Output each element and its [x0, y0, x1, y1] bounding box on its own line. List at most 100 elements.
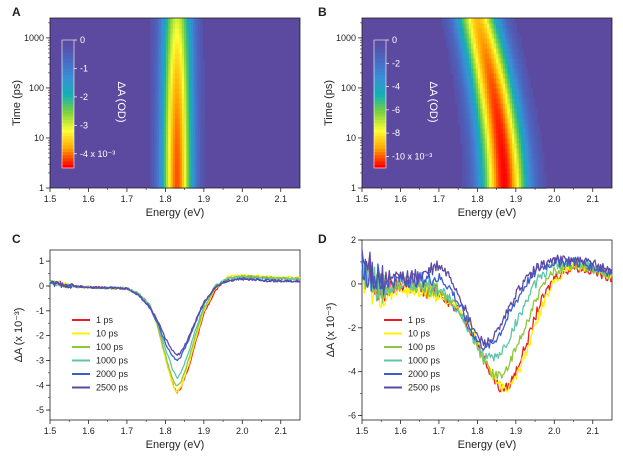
heatmap-cell: [475, 103, 479, 109]
heatmap-cell: [159, 83, 162, 89]
heatmap-cell: [466, 98, 470, 104]
heatmap-cell: [181, 123, 185, 129]
heatmap-cell: [539, 133, 543, 139]
heatmap-cell: [150, 78, 153, 84]
heatmap-cell: [177, 178, 181, 184]
colorbar-segment: [374, 75, 386, 79]
heatmap-cell: [172, 158, 176, 164]
heatmap-cell: [475, 33, 479, 39]
heatmap-cell: [154, 173, 158, 179]
heatmap-cell: [466, 88, 470, 94]
heatmap-cell: [523, 133, 527, 139]
heatmap-cell: [452, 78, 456, 84]
heatmap-cell: [509, 38, 513, 44]
heatmap-cell: [477, 88, 481, 94]
heatmap-cell: [496, 73, 499, 79]
heatmap-cell: [452, 58, 456, 64]
heatmap-cell: [480, 63, 484, 69]
heatmap-cell: [489, 93, 493, 99]
heatmap-cell: [175, 153, 178, 159]
heatmap-cell: [457, 43, 461, 49]
heatmap-cell: [498, 138, 502, 144]
heatmap-cell: [496, 148, 499, 154]
heatmap-cell: [197, 23, 201, 29]
heatmap-cell: [505, 33, 509, 39]
heatmap-cell: [181, 158, 185, 164]
heatmap-cell: [448, 43, 452, 49]
heatmap-cell: [154, 183, 158, 189]
heatmap-cell: [184, 33, 187, 39]
heatmap-cell: [482, 123, 486, 129]
heatmap-cell: [482, 148, 486, 154]
heatmap-cell: [491, 123, 495, 129]
y-tick-label: 0: [351, 279, 356, 289]
heatmap-cell: [498, 168, 502, 174]
colorbar-segment: [62, 107, 74, 111]
heatmap-cell: [496, 93, 499, 99]
heatmap-cell: [489, 48, 493, 54]
heatmap-cell: [168, 183, 172, 189]
heatmap-cell: [491, 58, 495, 64]
heatmap-cell: [498, 23, 502, 29]
heatmap-cell: [459, 93, 463, 99]
heatmap-cell: [514, 143, 518, 149]
x-tick-label: 1.6: [82, 426, 95, 436]
heatmap-cell: [509, 103, 513, 109]
heatmap-cell: [175, 73, 178, 79]
heatmap-cell: [161, 83, 165, 89]
heatmap-cell: [466, 33, 470, 39]
heatmap-cell: [509, 48, 513, 54]
colorbar-segment: [62, 59, 74, 63]
heatmap-cell: [179, 173, 183, 179]
colorbar-segment: [62, 84, 74, 89]
heatmap-cell: [188, 83, 192, 89]
heatmap-cell: [156, 18, 160, 24]
heatmap-cell: [518, 98, 522, 104]
heatmap-cell: [168, 163, 172, 169]
heatmap-cell: [477, 58, 481, 64]
heatmap-cell: [516, 33, 520, 39]
heatmap-cell: [156, 88, 160, 94]
heatmap-cell: [452, 53, 456, 59]
legend-label: 1000 ps: [408, 356, 441, 366]
heatmap-cell: [163, 148, 167, 154]
heatmap-cell: [165, 143, 169, 149]
heatmap-cell: [477, 163, 481, 169]
heatmap-cell: [482, 23, 486, 29]
heatmap-cell: [496, 128, 499, 134]
heatmap-cell: [534, 148, 538, 154]
heatmap-cell: [159, 153, 162, 159]
heatmap-cell: [509, 23, 513, 29]
heatmap-cell: [512, 178, 515, 184]
heatmap-cell: [177, 143, 181, 149]
heatmap-cell: [177, 163, 181, 169]
heatmap-cell: [480, 118, 484, 124]
heatmap-cell: [498, 18, 502, 24]
heatmap-cell: [502, 158, 506, 164]
heatmap-cell: [193, 118, 197, 124]
heatmap-cell: [484, 178, 488, 184]
heatmap-cell: [464, 183, 468, 189]
heatmap-cell: [186, 118, 190, 124]
heatmap-cell: [170, 103, 174, 109]
heatmap-cell: [154, 18, 158, 24]
heatmap-cell: [512, 108, 515, 114]
heatmap-cell: [514, 78, 518, 84]
heatmap-cell: [471, 23, 474, 29]
heatmap-cell: [172, 143, 176, 149]
heatmap-cell: [165, 183, 169, 189]
heatmap-cell: [202, 158, 206, 164]
heatmap-cell: [193, 23, 197, 29]
heatmap-cell: [480, 113, 484, 119]
heatmap-cell: [450, 53, 454, 59]
heatmap-cell: [489, 133, 493, 139]
heatmap-cell: [156, 173, 160, 179]
colorbar-segment: [62, 148, 74, 153]
heatmap-cell: [484, 138, 488, 144]
heatmap-cell: [464, 73, 468, 79]
heatmap-cell: [487, 143, 490, 149]
heatmap-cell: [509, 78, 513, 84]
heatmap-cell: [502, 108, 506, 114]
heatmap-cell: [175, 28, 178, 34]
heatmap-cell: [186, 178, 190, 184]
